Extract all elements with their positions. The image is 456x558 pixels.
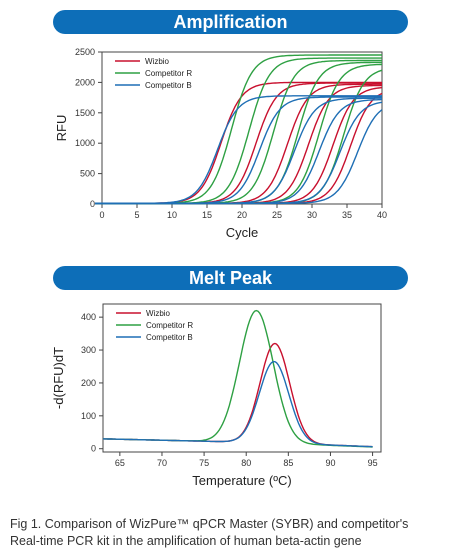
x-tick-label: 0 — [99, 210, 104, 220]
x-tick-label: 40 — [377, 210, 387, 220]
series-line-wizbio — [102, 342, 373, 448]
y-axis-label: RFU — [54, 115, 69, 142]
figure-caption: Fig 1. Comparison of WizPure™ qPCR Maste… — [10, 516, 450, 550]
y-tick-label: 300 — [81, 345, 96, 355]
series-line-competitor-b — [102, 361, 373, 448]
amplification-chart: 0 5 10 15 20 25 30 35 40 0 500 1000 1500 2000 2500 Cycl… — [54, 47, 387, 240]
x-tick-label: 35 — [342, 210, 352, 220]
plot-frame — [102, 303, 382, 453]
legend-label-wizbio: Wizbio — [146, 309, 171, 318]
legend-label-competitor-r: Competitor R — [146, 321, 193, 330]
x-tick-label: 30 — [307, 210, 317, 220]
caption-line-1: Fig 1. Comparison of WizPure™ qPCR Maste… — [10, 517, 409, 531]
caption-line-2: Real-time PCR kit in the amplification o… — [10, 534, 362, 548]
y-tick-label: 200 — [81, 378, 96, 388]
y-tick-label: 1000 — [75, 138, 95, 148]
x-tick-label: 5 — [134, 210, 139, 220]
y-tick-label: 2000 — [75, 77, 95, 87]
plot-frame — [101, 51, 383, 205]
y-tick-label: 0 — [91, 444, 96, 454]
legend-label-competitor-b: Competitor B — [145, 81, 192, 90]
y-axis-label: -d(RFU)dT — [51, 347, 66, 409]
legend-label-wizbio: Wizbio — [145, 57, 170, 66]
y-tick-label: 0 — [90, 199, 95, 209]
series-line-competitor-r — [102, 309, 373, 448]
x-tick-label: 75 — [199, 458, 209, 468]
legend-label-competitor-r: Competitor R — [145, 69, 192, 78]
y-tick-label: 500 — [80, 169, 95, 179]
legend-label-competitor-b: Competitor B — [146, 333, 193, 342]
x-tick-label: 10 — [167, 210, 177, 220]
x-tick-label: 15 — [202, 210, 212, 220]
series-line-competitor-b — [95, 109, 383, 205]
series-line-competitor-r — [95, 57, 382, 205]
x-tick-label: 80 — [241, 458, 251, 468]
x-axis-label: Temperature (ºC) — [192, 473, 291, 488]
y-tick-label: 400 — [81, 312, 96, 322]
x-tick-label: 85 — [283, 458, 293, 468]
x-axis-label: Cycle — [226, 225, 259, 240]
x-tick-label: 90 — [325, 458, 335, 468]
melt-peak-title: Melt Peak — [53, 266, 408, 290]
melt-peak-chart: 65 70 75 80 85 90 95 0 100 200 300 400 Temperature (… — [51, 303, 382, 488]
x-tick-label: 25 — [272, 210, 282, 220]
series-line-competitor-r — [95, 69, 383, 205]
x-tick-label: 20 — [237, 210, 247, 220]
y-tick-label: 100 — [81, 411, 96, 421]
y-tick-label: 1500 — [75, 108, 95, 118]
x-tick-label: 95 — [368, 458, 378, 468]
x-tick-label: 70 — [157, 458, 167, 468]
y-tick-label: 2500 — [75, 47, 95, 57]
x-tick-label: 65 — [115, 458, 125, 468]
amplification-title: Amplification — [53, 10, 408, 34]
